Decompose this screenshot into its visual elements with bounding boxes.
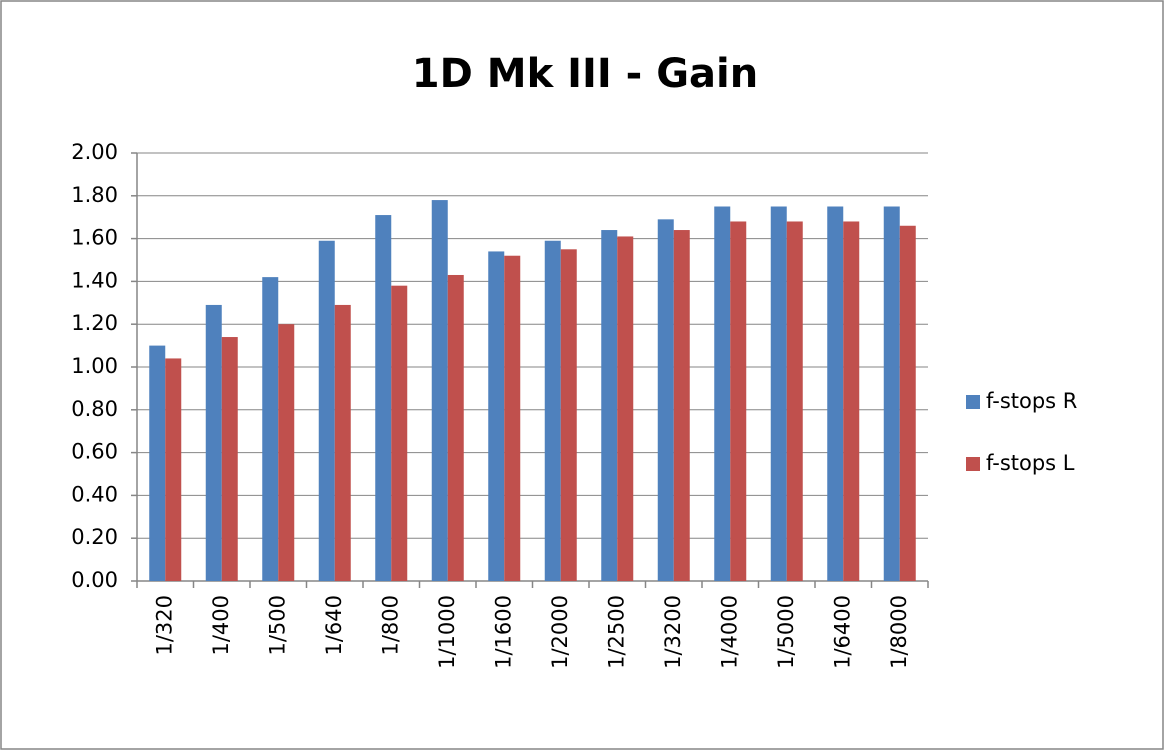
bar	[714, 206, 731, 581]
x-tick-label: 1/320	[152, 595, 176, 656]
bar	[278, 324, 295, 581]
x-tick-label: 1/1000	[435, 595, 459, 669]
y-tick-label: 1.60	[71, 226, 118, 250]
bar	[334, 304, 351, 581]
x-tick-label: 1/640	[322, 595, 346, 656]
y-tick-label: 0.80	[71, 397, 118, 421]
y-tick-label: 0.60	[71, 440, 118, 464]
bar	[149, 345, 166, 581]
x-tick-label: 1/3200	[661, 595, 685, 669]
chart-title: 1D Mk III - Gain	[412, 51, 758, 97]
bar	[843, 221, 860, 582]
bar	[544, 240, 561, 582]
y-tick-label: 1.00	[71, 354, 118, 378]
x-tick-label: 1/1600	[491, 595, 515, 669]
y-tick-label: 1.20	[71, 311, 118, 335]
bar	[318, 240, 335, 582]
bar	[205, 304, 222, 581]
bar	[375, 215, 392, 581]
x-tick-label: 1/400	[209, 595, 233, 656]
y-tick-label: 0.40	[71, 482, 118, 506]
bar	[431, 200, 448, 581]
legend-label: f-stops R	[986, 389, 1077, 413]
x-tick-label: 1/2500	[604, 595, 628, 669]
legend-swatch	[966, 457, 980, 471]
bar	[488, 251, 505, 581]
y-tick-label: 0.20	[71, 525, 118, 549]
y-tick-label: 2.00	[71, 140, 118, 164]
x-tick-label: 1/8000	[887, 595, 911, 669]
x-tick-label: 1/5000	[774, 595, 798, 669]
bar	[657, 219, 674, 581]
bar	[560, 249, 577, 582]
bar	[786, 221, 803, 582]
x-tick-label: 1/4000	[717, 595, 741, 669]
bar	[617, 236, 634, 581]
x-tick-label: 1/800	[378, 595, 402, 656]
bar	[827, 206, 844, 581]
bar	[673, 230, 690, 582]
y-tick-label: 1.40	[71, 268, 118, 292]
y-tick-label: 0.00	[71, 568, 118, 592]
bar	[770, 206, 787, 581]
bar	[221, 337, 238, 581]
x-tick-label: 1/6400	[830, 595, 854, 669]
bar	[262, 277, 279, 581]
legend-swatch	[966, 395, 980, 409]
bar	[504, 255, 521, 581]
x-tick-label: 1/2000	[548, 595, 572, 669]
x-tick-label: 1/500	[265, 595, 289, 656]
y-tick-label: 1.80	[71, 183, 118, 207]
bar	[883, 206, 900, 581]
bar	[899, 225, 916, 581]
bar	[391, 285, 408, 581]
bar	[730, 221, 747, 582]
bar	[601, 230, 618, 582]
bar	[165, 358, 182, 581]
legend-label: f-stops L	[986, 451, 1075, 475]
bar	[447, 274, 464, 581]
